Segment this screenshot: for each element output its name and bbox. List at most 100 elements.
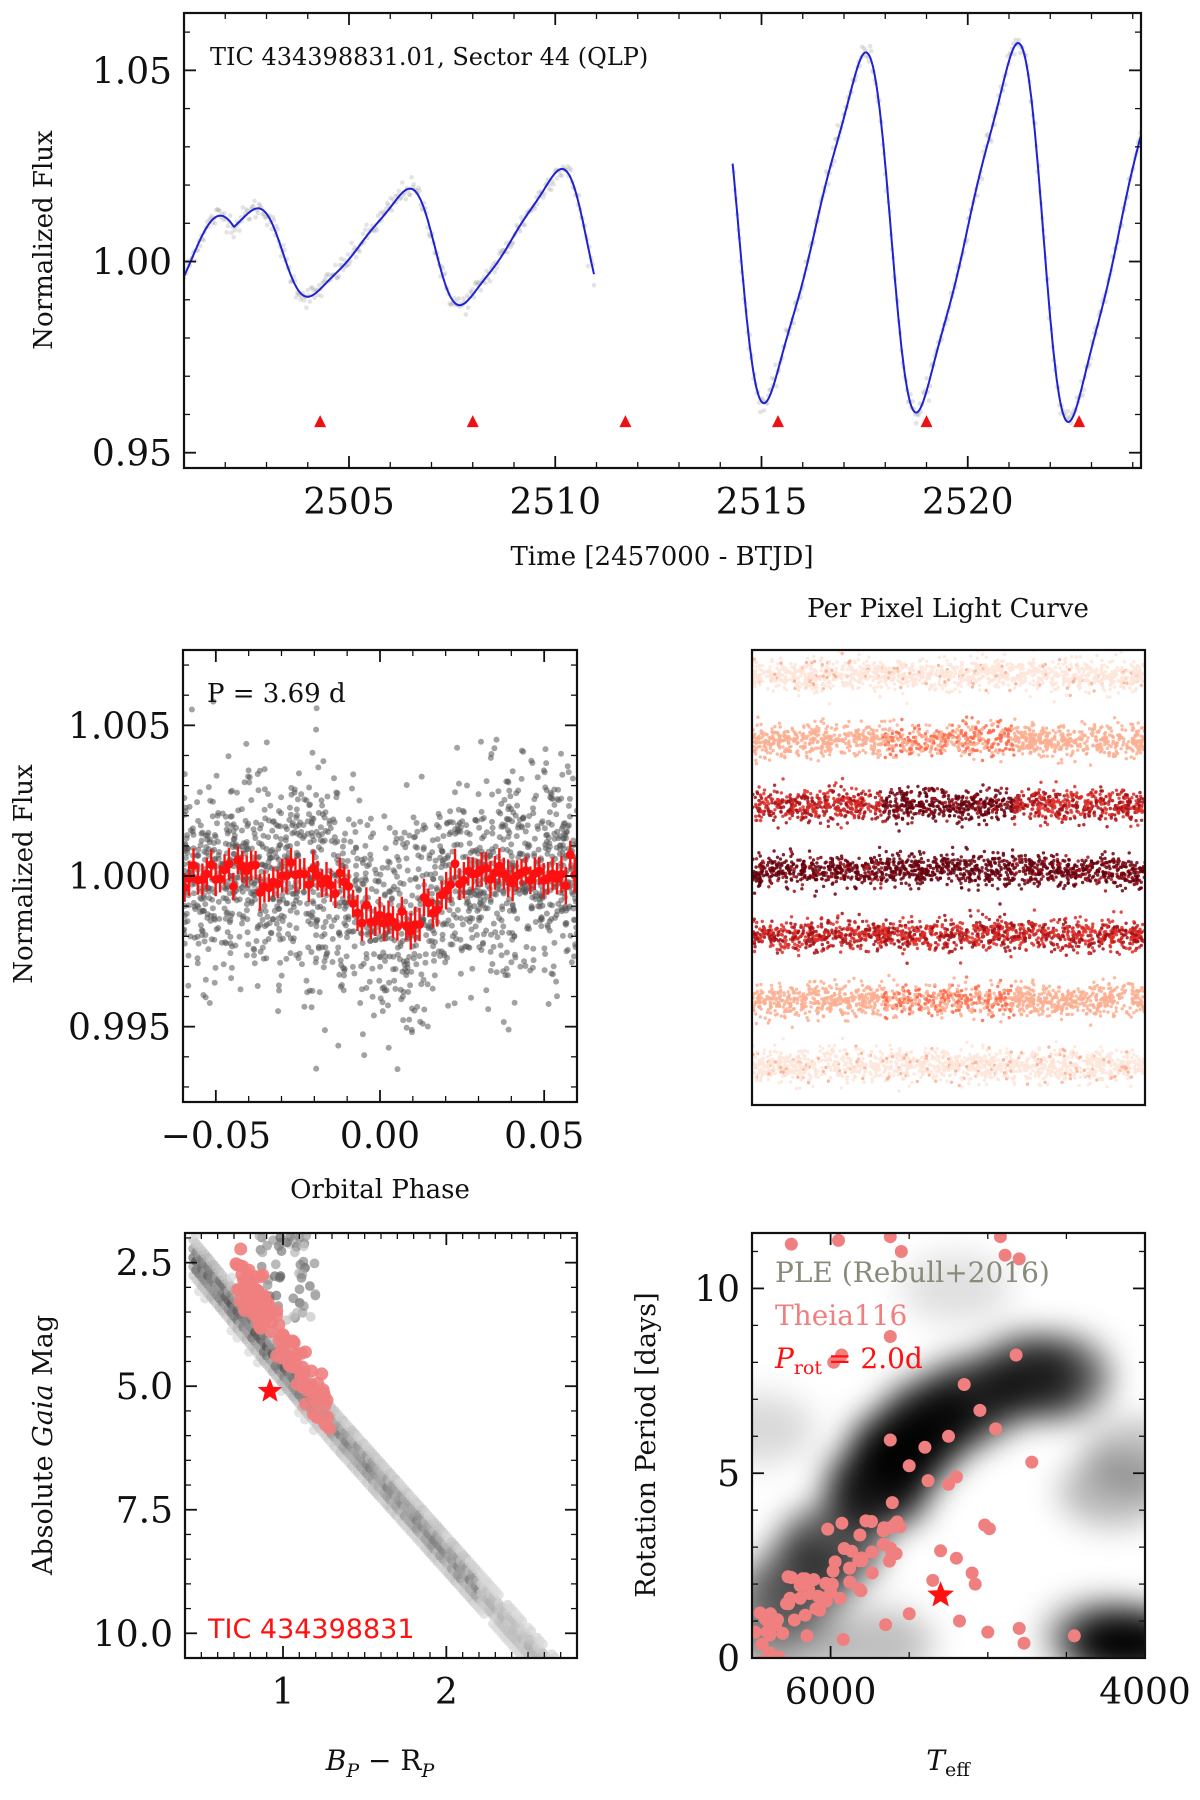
- pf-bin-point: [570, 870, 577, 880]
- pp-point: [891, 749, 895, 753]
- pf-raw-point: [489, 791, 496, 798]
- pf-raw-point: [324, 793, 331, 800]
- pf-raw-point: [535, 846, 542, 853]
- pp-point: [806, 723, 810, 727]
- pf-raw-point: [360, 960, 367, 967]
- lc-point: [327, 272, 332, 277]
- lc-point: [374, 227, 380, 233]
- pp-point: [908, 671, 912, 675]
- pf-raw-point: [506, 896, 513, 903]
- pp-point: [758, 755, 762, 759]
- pp-point: [815, 734, 819, 738]
- pp-point: [871, 731, 875, 735]
- pp-point: [951, 729, 955, 733]
- pf-raw-point: [472, 816, 479, 823]
- pf-raw-point: [261, 902, 268, 909]
- pf-raw-point: [391, 883, 397, 890]
- pf-raw-point: [363, 955, 370, 962]
- lc-point: [217, 208, 223, 214]
- pf-raw-point: [434, 836, 441, 843]
- pp-point: [970, 677, 975, 681]
- pp-point: [785, 729, 790, 734]
- pp-point: [955, 735, 959, 740]
- lc-point: [546, 186, 552, 192]
- pp-point: [871, 678, 875, 682]
- pf-raw-point: [245, 767, 252, 774]
- pf-raw-point: [257, 911, 264, 918]
- pf-bin-point: [459, 875, 469, 885]
- pf-raw-point: [548, 970, 555, 977]
- lc-point: [256, 201, 262, 207]
- pf-raw-point: [530, 945, 537, 952]
- pf-raw-point: [535, 825, 541, 832]
- pp-point: [892, 718, 896, 722]
- pf-raw-point: [206, 895, 213, 902]
- pp-point: [887, 747, 891, 751]
- pp-point: [781, 745, 785, 749]
- lc-point: [497, 251, 502, 256]
- pp-point: [940, 665, 944, 669]
- pf-raw-point: [409, 1005, 415, 1012]
- pf-raw-point: [183, 845, 190, 852]
- pf-raw-point: [225, 753, 232, 760]
- pf-raw-point: [242, 850, 249, 857]
- pp-point: [801, 737, 805, 741]
- pp-point: [984, 724, 988, 728]
- pp-point: [1037, 753, 1041, 757]
- lc-point: [215, 207, 220, 212]
- pp-point: [978, 667, 982, 672]
- pp-point: [1004, 741, 1009, 745]
- pf-raw-point: [503, 949, 510, 956]
- pf-raw-point: [270, 818, 277, 825]
- pf-raw-point: [294, 796, 301, 803]
- pf-bin-point: [202, 869, 212, 879]
- pp-point: [1124, 728, 1128, 732]
- pf-raw-point: [256, 853, 263, 860]
- pf-raw-point: [187, 827, 194, 834]
- pf-raw-point: [236, 933, 243, 940]
- pp-point: [812, 691, 817, 695]
- pp-point: [890, 739, 894, 743]
- pf-raw-point: [429, 849, 436, 856]
- pp-point: [866, 669, 870, 673]
- pp-point: [767, 735, 771, 740]
- pf-raw-point: [362, 870, 369, 877]
- pp-point: [832, 739, 836, 743]
- pp-point: [914, 682, 919, 686]
- pp-point: [998, 676, 1002, 680]
- pp-point: [792, 675, 796, 679]
- pp-point: [905, 701, 909, 705]
- lc-point: [476, 279, 481, 285]
- pp-point: [1006, 673, 1010, 677]
- pp-point: [1051, 728, 1055, 733]
- lc-point: [532, 206, 538, 211]
- pf-raw-point: [372, 937, 379, 943]
- pp-point: [819, 744, 824, 749]
- pf-raw-point: [405, 989, 412, 995]
- pf-raw-point: [195, 852, 202, 859]
- pp-point: [952, 681, 957, 685]
- pp-point: [967, 679, 971, 683]
- pp-point: [968, 742, 972, 746]
- pf-raw-point: [413, 819, 420, 826]
- pf-raw-point: [546, 843, 553, 850]
- pp-point: [894, 734, 898, 739]
- pf-raw-point: [451, 1000, 458, 1007]
- pf-raw-point: [303, 977, 310, 984]
- pf-raw-point: [293, 823, 300, 830]
- pf-raw-point: [419, 1020, 426, 1027]
- pp-point: [1116, 678, 1121, 683]
- pf-raw-point: [391, 869, 398, 876]
- lc-point: [487, 279, 493, 284]
- pp-point: [770, 657, 774, 662]
- pf-raw-point: [357, 818, 364, 825]
- pp-point: [831, 662, 835, 666]
- pp-point: [994, 674, 998, 678]
- pp-point: [1081, 673, 1085, 677]
- pf-raw-point: [223, 940, 230, 947]
- pf-raw-point: [353, 871, 360, 878]
- lc-point: [308, 285, 314, 291]
- pp-point: [991, 742, 995, 746]
- pp-point: [939, 684, 943, 688]
- pf-raw-point: [431, 930, 438, 937]
